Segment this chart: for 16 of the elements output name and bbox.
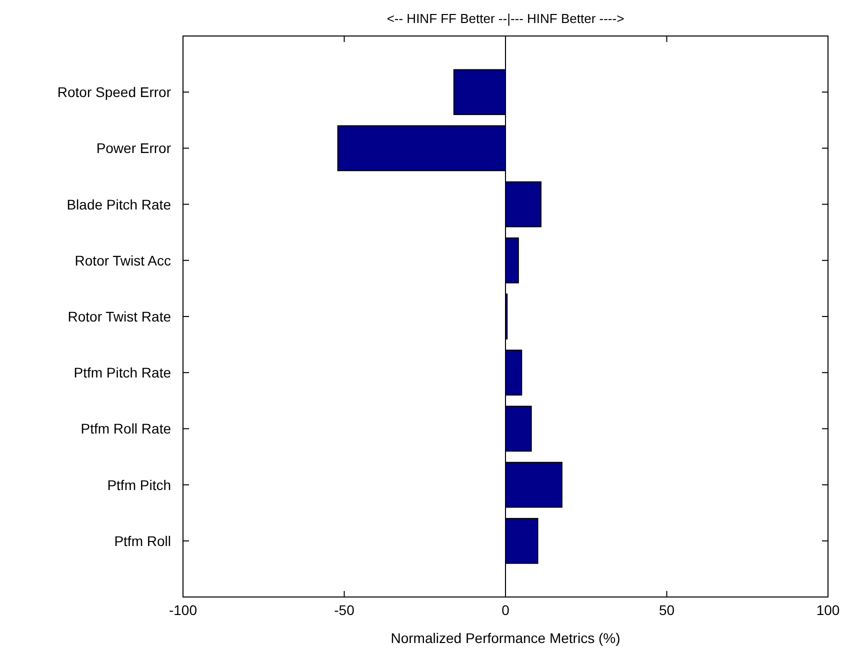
x-axis-title: Normalized Performance Metrics (%) bbox=[390, 630, 620, 646]
y-tick-label: Ptfm Pitch Rate bbox=[74, 364, 172, 381]
y-tick-label: Rotor Twist Rate bbox=[68, 308, 172, 324]
x-tick-label: -100 bbox=[168, 602, 198, 618]
y-tick-label: Ptfm Roll Rate bbox=[80, 420, 172, 437]
y-tick-label: Rotor Speed Error bbox=[57, 84, 172, 100]
x-tick-label: -50 bbox=[334, 602, 355, 618]
x-tick-label: 100 bbox=[816, 602, 840, 618]
y-tick-label: Power Error bbox=[96, 140, 172, 156]
x-tick-label: 50 bbox=[658, 602, 675, 618]
x-tick-label: 0 bbox=[502, 602, 510, 618]
y-tick-label: Ptfm Roll bbox=[114, 532, 171, 549]
chart-title: <-- HINF FF Better --|--- HINF Better ----> bbox=[386, 11, 624, 26]
y-tick-label: Ptfm Pitch bbox=[107, 476, 171, 493]
y-tick-label: Blade Pitch Rate bbox=[66, 196, 172, 212]
y-tick-label: Rotor Twist Acc bbox=[74, 252, 171, 268]
